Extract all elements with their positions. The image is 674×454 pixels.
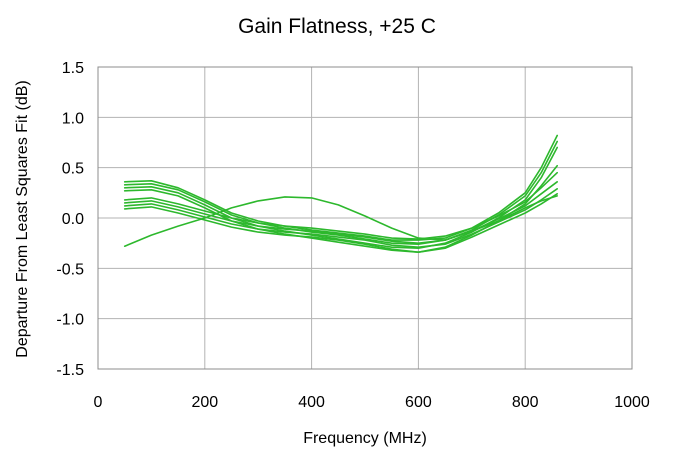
x-tick-label: 200 — [191, 394, 218, 411]
series-line-1 — [123, 134, 559, 241]
y-tick-label: 0.5 — [62, 161, 84, 178]
y-tick-label: -1.0 — [56, 312, 84, 329]
y-tick-label: -1.5 — [56, 362, 84, 379]
x-tick-labels: 0 200 400 600 800 1000 — [94, 394, 650, 411]
y-tick-label: -0.5 — [56, 261, 84, 278]
x-tick-label: 600 — [405, 394, 432, 411]
x-tick-label: 400 — [298, 394, 325, 411]
series-line-2 — [123, 140, 559, 245]
y-tick-label: 1.0 — [62, 110, 84, 127]
plot-area — [97, 66, 633, 370]
chart-title: Gain Flatness, +25 C — [238, 15, 436, 38]
series-line-5 — [123, 171, 559, 240]
x-tick-label: 0 — [94, 394, 103, 411]
x-tick-label: 1000 — [614, 394, 650, 411]
y-tick-label: 1.5 — [62, 60, 84, 77]
y-axis-label: Departure From Least Squares Fit (dB) — [14, 80, 31, 357]
y-tick-labels: -1.5 -1.0 -0.5 0.0 0.5 1.0 1.5 — [56, 60, 84, 379]
series-line-3 — [123, 146, 559, 249]
x-tick-label: 800 — [512, 394, 539, 411]
series-line-7 — [123, 188, 559, 248]
y-tick-label: 0.0 — [62, 211, 84, 228]
grid-lines — [97, 66, 633, 370]
series-line-6 — [123, 181, 559, 244]
data-series-group — [123, 134, 559, 253]
x-axis-label: Frequency (MHz) — [303, 430, 427, 447]
series-line-9 — [123, 195, 559, 247]
